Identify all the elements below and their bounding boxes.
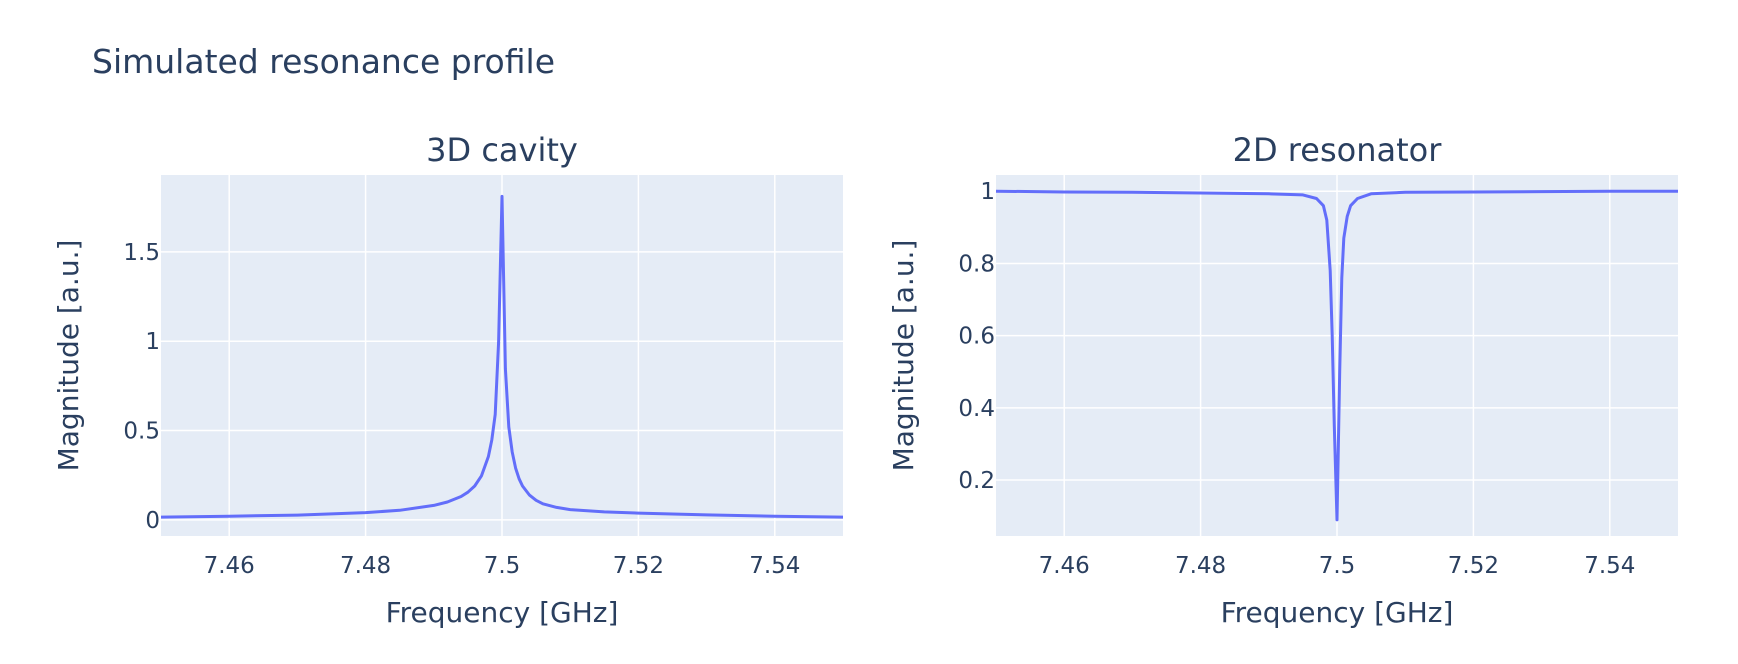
y-tick-label: 0.2: [958, 468, 995, 494]
y-axis-title: Magnitude [a.u.]: [52, 240, 85, 472]
x-axis-title: Frequency [GHz]: [386, 596, 619, 629]
figure-title: Simulated resonance profile: [92, 42, 555, 81]
y-tick-label: 1.5: [123, 240, 160, 266]
series-line: [995, 189, 1678, 522]
x-tick-label: 7.54: [1584, 553, 1635, 579]
y-tick-label: 0.6: [958, 324, 995, 350]
x-tick-label: 7.46: [204, 553, 255, 579]
subplot-title: 2D resonator: [1233, 131, 1443, 169]
y-tick-label: 0.5: [123, 419, 160, 445]
y-tick-label: 1: [145, 329, 160, 355]
x-tick-label: 7.52: [613, 553, 664, 579]
x-axis-title: Frequency [GHz]: [1221, 596, 1454, 629]
series-line: [160, 194, 844, 519]
x-tick-label: 7.54: [749, 553, 800, 579]
subplot-title: 3D cavity: [426, 131, 578, 169]
y-tick-label: 0: [145, 508, 160, 534]
subplot-2d-resonator: 7.46 7.48 7.5 7.52 7.54 0.2 0.4 0.6 0.8 1 2D reson…: [887, 131, 1678, 629]
y-tick-label: 1: [980, 179, 995, 205]
x-tick-label: 7.48: [340, 553, 391, 579]
x-tick-label: 7.48: [1175, 553, 1226, 579]
y-tick-label: 0.8: [958, 251, 995, 277]
y-tick-label: 0.4: [958, 396, 995, 422]
x-tick-label: 7.5: [1319, 553, 1356, 579]
x-tick-label: 7.52: [1448, 553, 1499, 579]
x-tick-label: 7.46: [1039, 553, 1090, 579]
subplot-3d-cavity: 7.46 7.48 7.5 7.52 7.54 0 0.5 1 1.5 3D cavity Freq…: [52, 131, 844, 629]
x-tick-label: 7.5: [484, 553, 521, 579]
y-axis-title: Magnitude [a.u.]: [887, 240, 920, 472]
